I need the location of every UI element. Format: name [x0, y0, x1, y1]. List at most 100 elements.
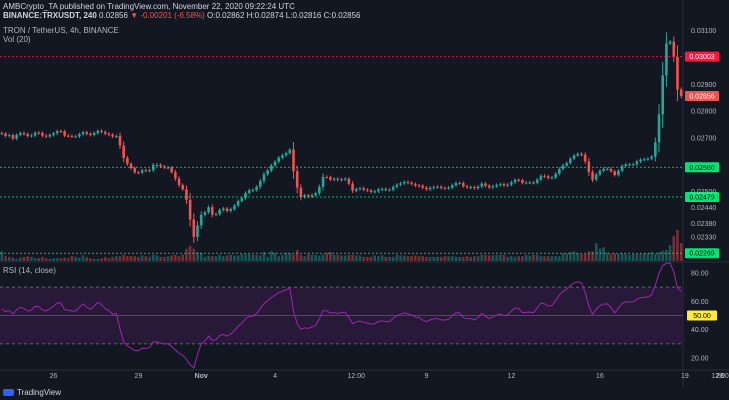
volume-bar [532, 254, 535, 261]
volume-bar [661, 250, 664, 261]
candle-body [7, 135, 11, 137]
volume-bar [299, 254, 303, 261]
candle-body [41, 133, 44, 136]
candle-body [465, 186, 469, 188]
volume-bar [384, 256, 388, 261]
candle-body [598, 170, 602, 175]
candle-body [343, 178, 347, 180]
candle-body [277, 157, 281, 162]
price-tag-label: 0.03003 [689, 54, 714, 61]
candle-body [469, 187, 473, 189]
volume-bar [369, 256, 373, 261]
candle-body [85, 132, 89, 134]
candle-body [240, 198, 244, 202]
price-tag [685, 91, 719, 102]
volume-bar [646, 253, 650, 261]
candle-body [491, 186, 495, 188]
volume-bar [314, 254, 317, 261]
volume-bar [443, 256, 447, 261]
candle-body [546, 176, 550, 178]
volume-bar [598, 248, 602, 261]
volume-bar [266, 256, 269, 261]
candle-body [639, 159, 642, 162]
volume-bar [70, 256, 74, 261]
candle-body [181, 184, 185, 190]
ohlc-values: O:0.02862 H:0.02874 L:0.02816 C:0.02856 [207, 11, 361, 20]
volume-bar [240, 254, 244, 261]
candle-body [78, 134, 81, 137]
candle-body [358, 188, 362, 190]
volume-bar [580, 254, 583, 261]
candle-body [650, 156, 653, 159]
price-tag-label: 0.02479 [689, 195, 714, 202]
candle-body [222, 208, 225, 210]
candle-body [229, 209, 233, 211]
volume-bar [546, 256, 550, 261]
volume-bar [602, 247, 605, 261]
candle-body [210, 207, 214, 215]
candle-body [329, 177, 332, 180]
candle-body [388, 189, 391, 191]
price-tag [685, 51, 719, 62]
candle-body [480, 183, 484, 187]
volume-bar [480, 254, 484, 261]
volume-bar [100, 258, 103, 261]
volume-bar [41, 256, 44, 261]
volume-bar [473, 256, 476, 261]
volume-bar [613, 253, 616, 261]
candle-body [428, 187, 432, 190]
candle-body [506, 184, 509, 186]
symbol-name[interactable]: BINANCE:TRXUSDT, 240 [3, 11, 97, 20]
candle-body [203, 212, 207, 215]
candle-body [410, 182, 413, 184]
candle-body [572, 155, 576, 159]
candle-body [554, 173, 557, 178]
volume-bar [554, 256, 557, 261]
volume-bar [550, 256, 554, 261]
volume-bar [192, 248, 196, 261]
volume-bar [340, 255, 343, 261]
candle-body [399, 183, 402, 185]
candle-body [606, 168, 609, 170]
rsi-line [1, 262, 682, 369]
volume-bar [111, 256, 114, 261]
volume-bar [214, 256, 218, 261]
volume-bar [0, 251, 4, 261]
candle-body [447, 187, 450, 189]
candle-body [188, 199, 192, 220]
candle-body [347, 178, 351, 184]
rsi-indicator-title: RSI (14, close) [3, 266, 56, 275]
volume-bar [52, 258, 55, 261]
volume-bar [672, 236, 676, 261]
volume-bar [631, 254, 635, 261]
candle-body [281, 155, 284, 158]
volume-bar [303, 256, 306, 261]
candle-body [498, 184, 502, 186]
candle-body [19, 133, 22, 135]
volume-bar [122, 254, 125, 261]
candle-body [166, 167, 170, 169]
candle-body [340, 179, 343, 181]
candle-body [67, 135, 70, 137]
candle-body [495, 184, 498, 187]
price-change: ▼ -0.00201 (-6.58%) [130, 11, 205, 20]
price-axis-label: 0.02380 [691, 221, 716, 228]
volume-bar [329, 252, 332, 261]
volume-bar [421, 256, 425, 261]
candle-body [22, 133, 26, 135]
volume-bar [133, 256, 137, 261]
candle-body [107, 133, 111, 135]
rsi-axis-label: 20.00 [691, 356, 709, 363]
candle-body [48, 134, 52, 137]
candle-body [295, 171, 299, 188]
candle-body [432, 187, 436, 189]
volume-bar [15, 258, 18, 261]
candle-body [366, 189, 369, 191]
volume-bar [255, 254, 258, 261]
candle-body [336, 178, 340, 180]
publish-info: AMBCrypto_TA published on TradingView.co… [3, 2, 295, 11]
volume-bar [510, 256, 513, 261]
volume-bar [258, 255, 262, 261]
volume-bar [26, 256, 29, 261]
